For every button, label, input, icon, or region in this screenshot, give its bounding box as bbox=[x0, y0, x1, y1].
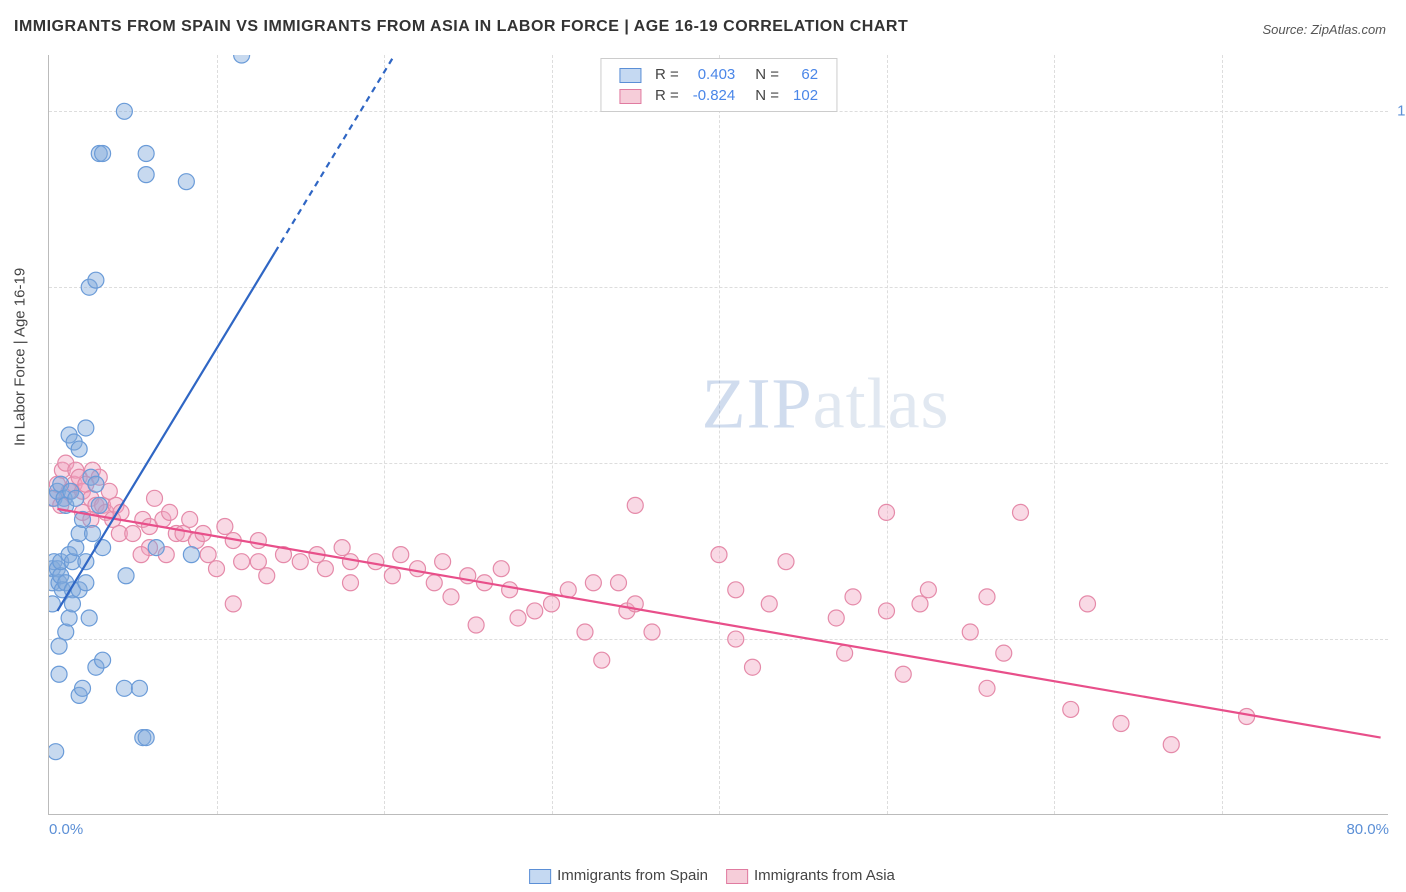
series-swatch bbox=[619, 89, 641, 104]
series-label: Immigrants from Asia bbox=[754, 867, 895, 884]
series-swatch bbox=[529, 869, 551, 884]
n-label: N = bbox=[743, 86, 785, 105]
asia-trendline bbox=[57, 509, 1380, 738]
trend-lines-layer bbox=[49, 55, 1389, 815]
r-label: R = bbox=[649, 86, 685, 105]
correlation-legend: R =0.403N =62R =-0.824N =102 bbox=[600, 58, 837, 112]
correlation-row: R =-0.824N =102 bbox=[613, 86, 824, 105]
n-value: 62 bbox=[787, 65, 824, 84]
y-tick-label: 50.0% bbox=[1393, 455, 1406, 472]
x-tick-label: 0.0% bbox=[49, 821, 83, 838]
n-label: N = bbox=[743, 65, 785, 84]
y-tick-label: 100.0% bbox=[1393, 103, 1406, 120]
source-label: Source: ZipAtlas.com bbox=[1262, 22, 1386, 37]
series-swatch bbox=[726, 869, 748, 884]
y-tick-label: 25.0% bbox=[1393, 631, 1406, 648]
series-swatch bbox=[619, 68, 641, 83]
x-tick-label: 80.0% bbox=[1346, 821, 1389, 838]
spain-trendline bbox=[57, 252, 275, 611]
r-value: 0.403 bbox=[687, 65, 742, 84]
correlation-table: R =0.403N =62R =-0.824N =102 bbox=[611, 63, 826, 107]
chart-title: IMMIGRANTS FROM SPAIN VS IMMIGRANTS FROM… bbox=[14, 18, 908, 36]
y-axis-label: In Labor Force | Age 16-19 bbox=[12, 268, 29, 446]
series-legend: Immigrants from Spain Immigrants from Asi… bbox=[511, 867, 895, 884]
plot-area: ZIPatlas R =0.403N =62R =-0.824N =102 0.… bbox=[48, 55, 1388, 815]
series-label: Immigrants from Spain bbox=[557, 867, 708, 884]
r-label: R = bbox=[649, 65, 685, 84]
spain-trendline-dashed bbox=[275, 59, 392, 253]
correlation-row: R =0.403N =62 bbox=[613, 65, 824, 84]
n-value: 102 bbox=[787, 86, 824, 105]
y-tick-label: 75.0% bbox=[1393, 279, 1406, 296]
r-value: -0.824 bbox=[687, 86, 742, 105]
